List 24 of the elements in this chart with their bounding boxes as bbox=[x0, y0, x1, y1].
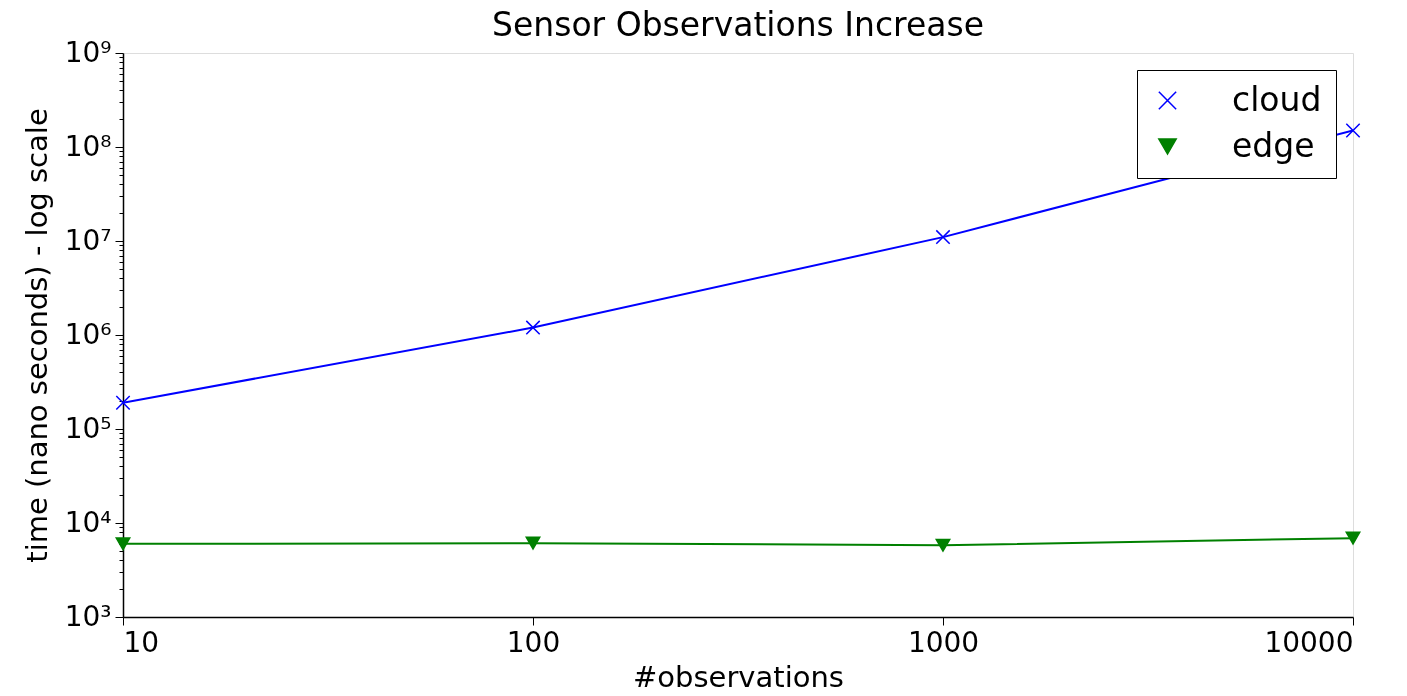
y-tick-label: 10⁷ bbox=[64, 223, 112, 257]
point bbox=[935, 538, 951, 552]
y-axis-title: time (nano seconds) - log scale bbox=[19, 108, 54, 563]
chart-title: Sensor Observations Increase bbox=[492, 5, 984, 44]
y-tick-label: 10⁹ bbox=[64, 35, 112, 69]
legend-label: cloud bbox=[1232, 79, 1322, 119]
point bbox=[525, 320, 541, 336]
point bbox=[1345, 531, 1361, 545]
x-tick-label: 1000 bbox=[907, 625, 980, 659]
point bbox=[115, 395, 131, 411]
legend-label: edge bbox=[1232, 125, 1315, 165]
x-axis-title: #observations bbox=[633, 659, 844, 694]
y-tick-label: 10³ bbox=[64, 599, 112, 633]
y-tick-label: 10⁵ bbox=[64, 411, 112, 445]
point bbox=[115, 537, 131, 551]
x-tick-label: 10000 bbox=[1264, 625, 1354, 659]
point bbox=[1345, 122, 1361, 138]
point bbox=[935, 229, 951, 245]
point bbox=[525, 536, 541, 550]
x-tick-label: 10 bbox=[123, 625, 160, 659]
x-tick-label: 100 bbox=[506, 625, 561, 659]
y-tick-label: 10⁸ bbox=[64, 129, 112, 163]
y-tick-label: 10⁶ bbox=[64, 317, 112, 351]
y-tick-label: 10⁴ bbox=[64, 505, 112, 539]
